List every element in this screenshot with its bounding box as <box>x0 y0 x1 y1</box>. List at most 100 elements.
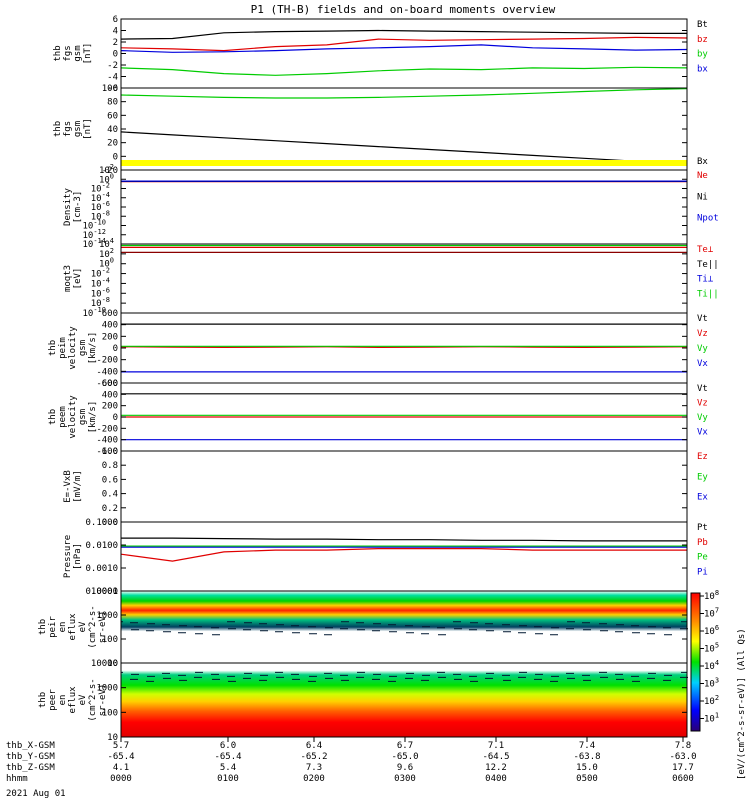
spectrogram-speck <box>538 678 540 680</box>
spectrogram-speck <box>622 624 624 626</box>
spectrogram-speck <box>684 676 686 678</box>
spectrogram-speck <box>439 671 441 673</box>
spectrogram-speck <box>343 621 345 623</box>
spectrogram-speck <box>293 625 295 627</box>
spectrogram-speck <box>201 671 203 673</box>
legend-Vt: Vt <box>697 314 708 324</box>
spectrogram-speck <box>502 674 504 676</box>
spectrogram-speck <box>409 625 411 627</box>
spectrogram-speck <box>616 678 618 680</box>
spectrogram-speck <box>184 674 186 676</box>
spectrogram-speck <box>535 633 537 635</box>
spectrogram-speck <box>600 630 602 632</box>
spectrogram-speck <box>345 621 347 623</box>
spectrogram-speck <box>437 671 439 673</box>
y-axis-label: eflux <box>68 686 78 714</box>
spectrogram-speck <box>197 633 199 635</box>
tick-label: 200 <box>102 402 118 412</box>
spectrogram-speck <box>375 673 377 675</box>
spectrogram-speck <box>183 679 185 681</box>
spectrogram-speck <box>553 675 555 677</box>
y-axis-label: fgs <box>63 121 73 137</box>
colorbar-tick-exponent: 7 <box>715 607 719 615</box>
spectrogram-speck <box>376 678 378 680</box>
spectrogram-speck <box>373 623 375 625</box>
spectrogram-speck <box>135 673 137 675</box>
spectrogram-speck <box>388 680 390 682</box>
legend-Bt: Bt <box>697 20 708 30</box>
spectrogram-speck <box>130 622 132 624</box>
spectrogram-speck <box>315 633 317 635</box>
spectrogram-speck <box>551 627 553 629</box>
row-value: 6.0 <box>220 741 236 751</box>
spectrogram-speck <box>312 626 314 628</box>
spectrogram-speck <box>550 680 552 682</box>
flag-bar <box>121 160 687 166</box>
spectrogram-speck <box>314 626 316 628</box>
legend-Ne: Ne <box>697 171 708 181</box>
spectrogram-speck <box>485 677 487 679</box>
spectrogram-speck <box>455 673 457 675</box>
spectrogram-speck <box>518 676 520 678</box>
spectrogram-peer <box>121 663 687 737</box>
legend-bx: bx <box>697 64 708 74</box>
panel-efield: 1.0 0.8 0.6 0.4 0.2 0.0 E=-VxB [mV/m] Ez Ey Ex <box>63 447 708 528</box>
spectrogram-speck <box>234 628 236 630</box>
spectrogram-speck <box>605 623 607 625</box>
spectrogram-speck <box>552 680 554 682</box>
spectrogram-speck <box>276 676 278 678</box>
y-axis-label: peir <box>48 616 58 638</box>
row-value: 0000 <box>110 774 132 784</box>
spectrogram-speck <box>668 634 670 636</box>
spectrogram-speck <box>356 676 358 678</box>
legend-Pe: Pe <box>697 553 708 563</box>
spectrogram-speck <box>275 671 277 673</box>
spectrogram-speck <box>261 623 263 625</box>
spectrogram-speck <box>324 672 326 674</box>
spectrogram-speck <box>393 675 395 677</box>
spectrogram-speck <box>506 624 508 626</box>
spectrogram-speck <box>521 671 523 673</box>
spectrogram-speck <box>196 626 198 628</box>
spectrogram-speck <box>276 624 278 626</box>
spectrogram-speck <box>487 677 489 679</box>
spectrogram-speck <box>618 624 620 626</box>
spectrogram-speck <box>650 626 652 628</box>
legend-Vz: Vz <box>697 329 708 339</box>
y-axis-label: eV <box>78 694 88 705</box>
spectrogram-speck <box>487 623 489 625</box>
y-axis-label: fgs <box>63 45 73 61</box>
spectrogram-speck <box>648 626 650 628</box>
spectrogram-speck <box>146 680 148 682</box>
spectrogram-speck <box>265 679 267 681</box>
tick-label: 4 <box>113 27 118 37</box>
spectrogram-speck <box>474 680 476 682</box>
spectrogram-speck <box>282 676 284 678</box>
spectrogram-speck <box>137 629 139 631</box>
spectrogram-speck <box>508 674 510 676</box>
tick-label: 400 <box>102 321 118 331</box>
spectrogram-speck <box>198 676 200 678</box>
spectrogram-speck <box>266 630 268 632</box>
spectrogram-speck <box>567 621 569 623</box>
spectrogram-speck <box>585 629 587 631</box>
tick-label: 0.0 <box>102 518 118 528</box>
spectrogram-speck <box>669 679 671 681</box>
y-axis-label: en <box>58 622 68 633</box>
spectrogram-speck <box>213 627 215 629</box>
spectrogram-speck <box>522 676 524 678</box>
spectrogram-speck <box>162 672 164 674</box>
spectrogram-speck <box>425 679 427 681</box>
spectrogram-speck <box>280 676 282 678</box>
y-axis-label: [nT] <box>83 43 93 65</box>
spectrogram-speck <box>294 632 296 634</box>
tick-label: -400 <box>96 436 118 446</box>
row-value: 0200 <box>303 774 325 784</box>
spectrogram-speck <box>195 633 197 635</box>
spectrogram-speck <box>360 676 362 678</box>
spectrogram-speck <box>437 627 439 629</box>
spectrogram-speck <box>539 673 541 675</box>
spectrogram-speck <box>294 678 296 680</box>
spectrogram-speck <box>631 675 633 677</box>
